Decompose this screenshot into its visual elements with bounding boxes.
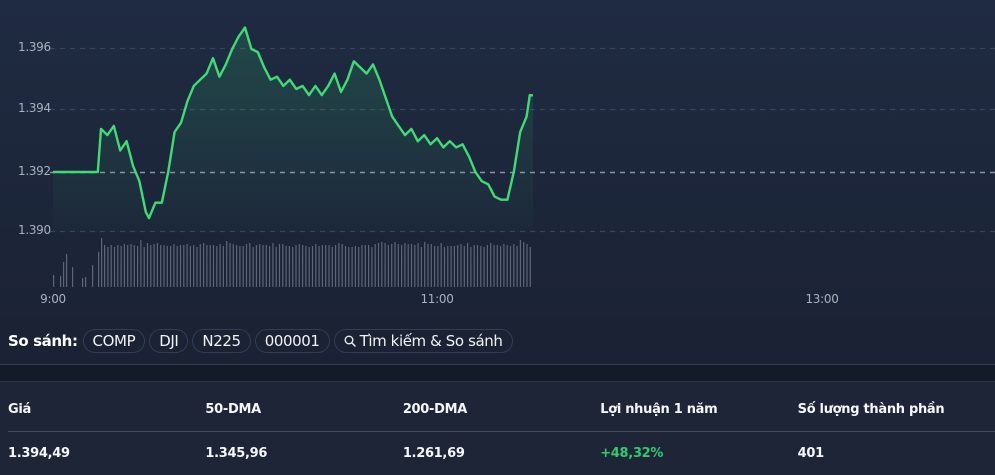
compare-bar: So sánh: COMP DJI N225 000001 Tìm kiếm &…: [0, 318, 995, 364]
value-200dma: 1.261,69: [402, 446, 465, 461]
header-200dma: 200-DMA: [402, 402, 468, 417]
price-area: [53, 27, 533, 232]
x-tick-1100: 11:00: [420, 292, 454, 306]
y-tick-1390: 1.390: [18, 223, 51, 237]
value-constituents: 401: [797, 446, 825, 461]
section-gap: [0, 365, 995, 381]
search-compare-button[interactable]: Tìm kiếm & So sánh: [333, 329, 513, 353]
search-compare-label: Tìm kiếm & So sánh: [359, 332, 503, 350]
divider: [0, 364, 995, 365]
header-constituents: Số lượng thành phần: [797, 402, 945, 417]
header-price: Giá: [8, 402, 31, 417]
search-icon: [344, 335, 356, 347]
volume-bars: [53, 238, 531, 287]
stats-table: Giá 50-DMA 200-DMA Lợi nhuận 1 năm Số lư…: [0, 382, 995, 475]
compare-chip-comp[interactable]: COMP: [82, 329, 146, 353]
chart-canvas: [50, 26, 995, 287]
compare-chip-000001[interactable]: 000001: [254, 329, 330, 353]
x-tick-1300: 13:00: [805, 292, 839, 306]
stats-divider: [8, 431, 995, 432]
y-tick-1392: 1.392: [18, 164, 51, 178]
value-50dma: 1.345,96: [205, 446, 268, 461]
price-line: [53, 26, 534, 220]
y-tick-1396: 1.396: [18, 40, 51, 54]
value-1y-return: +48,32%: [600, 446, 664, 461]
compare-chip-dji[interactable]: DJI: [149, 329, 189, 353]
value-price: 1.394,49: [8, 446, 70, 461]
compare-chip-n225[interactable]: N225: [192, 329, 251, 353]
intraday-chart[interactable]: 1.396 1.394 1.392 1.390 9:00 11:00 13:00: [0, 0, 995, 318]
divider: [0, 381, 995, 382]
header-1y-return: Lợi nhuận 1 năm: [600, 402, 718, 417]
y-tick-1394: 1.394: [18, 101, 51, 115]
stats-value-row: 1.394,49 1.345,96 1.261,69 +48,32% 401: [8, 446, 995, 461]
compare-label: So sánh:: [8, 332, 78, 350]
header-50dma: 50-DMA: [205, 402, 261, 417]
stats-header-row: Giá 50-DMA 200-DMA Lợi nhuận 1 năm Số lư…: [8, 402, 995, 417]
x-tick-0900: 9:00: [40, 292, 66, 306]
